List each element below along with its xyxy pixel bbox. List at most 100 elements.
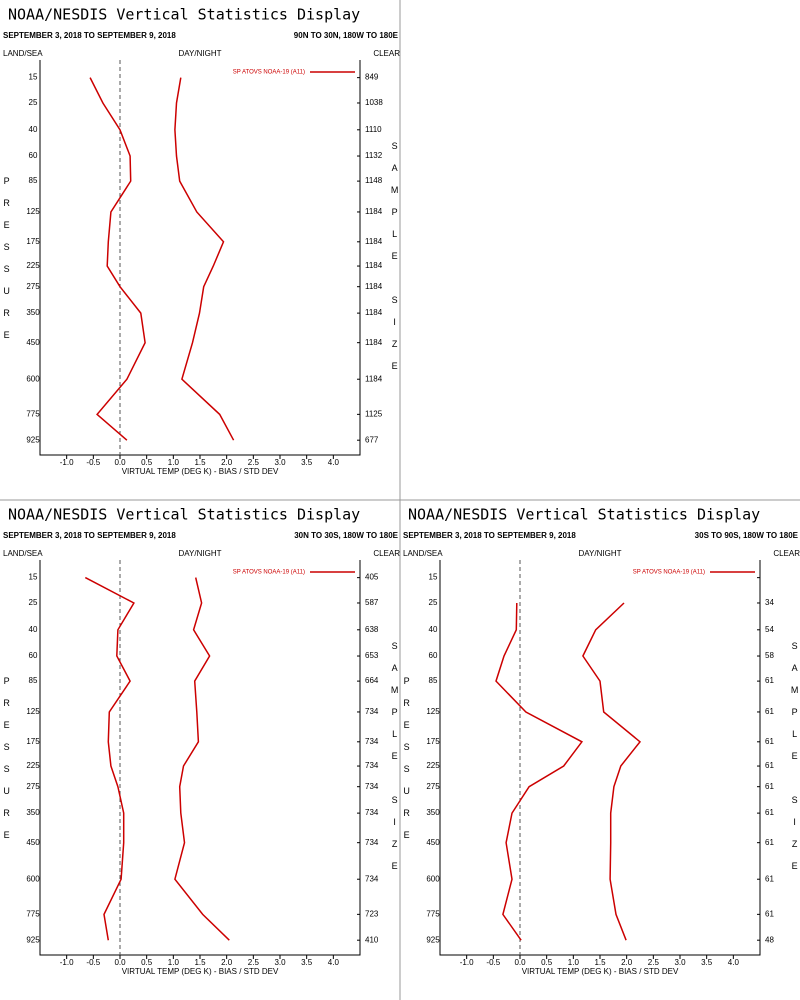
sample-size-label: 653 [365,651,379,660]
x-tick-label: 2.5 [248,958,260,967]
std-dev-line [174,77,235,441]
bias-line [89,77,146,441]
y-tick-label: 450 [26,838,40,847]
y-tick-label: 60 [429,651,438,660]
bias-line [495,602,584,941]
x-tick-label: -1.0 [60,958,74,967]
y-tick-label: 15 [29,573,38,582]
x-tick-label: 3.0 [674,958,686,967]
legend-label: SP ATOVS NOAA-19 (A11) [633,570,705,576]
y2-axis-label: SAMPLE SIZE [390,641,400,883]
y-tick-label: 775 [426,909,440,918]
x-tick-label: 4.0 [728,958,740,967]
sample-size-label: 1184 [365,374,383,383]
sample-size-label: 61 [765,761,774,770]
x-tick-label: 2.5 [248,458,260,467]
sample-size-label: 61 [765,707,774,716]
x-tick-label: 2.0 [221,458,233,467]
sample-size-label: 664 [365,676,379,685]
sample-size-label: 734 [365,874,379,883]
x-tick-label: 4.0 [328,458,340,467]
sample-size-label: 61 [765,838,774,847]
sample-size-label: 61 [765,808,774,817]
sample-size-label: 1184 [365,237,383,246]
y2-axis-label: SAMPLE SIZE [390,141,400,383]
sample-size-label: 677 [365,435,379,444]
sample-size-label: 1038 [365,98,383,107]
panel: NOAA/NESDIS Vertical Statistics Display S… [402,506,800,977]
y-tick-label: 775 [26,409,40,418]
y-tick-label: 40 [29,125,38,134]
sample-size-label: 734 [365,707,379,716]
y-tick-label: 60 [29,651,38,660]
sample-size-label: 734 [365,737,379,746]
std-dev-line [174,577,230,941]
y-tick-label: 60 [29,151,38,160]
x-tick-label: 2.0 [221,958,233,967]
y-axis-label: PRESSURE [2,176,12,352]
y-tick-label: 40 [429,625,438,634]
sample-size-label: 734 [365,838,379,847]
y-tick-label: 25 [29,98,38,107]
chart-title: NOAA/NESDIS Vertical Statistics Display [8,6,360,24]
x-axis-label: VIRTUAL TEMP (DEG K) - BIAS / STD DEV [122,967,279,976]
sample-size-label: 61 [765,909,774,918]
plot-frame [439,560,761,956]
y-tick-label: 350 [26,308,40,317]
x-tick-label: 1.5 [594,958,606,967]
x-axis-label: VIRTUAL TEMP (DEG K) - BIAS / STD DEV [122,467,279,476]
panel: NOAA/NESDIS Vertical Statistics Display S… [2,6,401,477]
sky-label: CLEAR [373,49,400,58]
x-tick-label: 3.5 [701,958,713,967]
y-tick-label: 225 [426,761,440,770]
panel: NOAA/NESDIS Vertical Statistics Display S… [2,506,401,977]
y-tick-label: 275 [26,282,40,291]
region: 90N TO 30N, 180W TO 180E [294,31,399,40]
sample-size-label: 1110 [365,125,382,134]
sample-size-label: 34 [765,598,774,607]
x-tick-label: 1.0 [568,958,580,967]
x-tick-label: 0.5 [541,958,553,967]
plot-frame [39,560,361,956]
y-tick-label: 600 [426,874,440,883]
x-tick-label: 0.0 [514,958,526,967]
sample-size-label: 734 [365,808,379,817]
y-tick-label: 225 [26,261,40,270]
y-tick-label: 275 [426,782,440,791]
sample-size-label: 405 [365,573,379,582]
sample-size-label: 638 [365,625,379,634]
y2-axis-label: SAMPLE SIZE [790,641,800,883]
sample-size-label: 54 [765,625,774,634]
bias-line [84,576,135,941]
sample-size-label: 723 [365,909,379,918]
sky-label: CLEAR [373,549,400,558]
region: 30N TO 30S, 180W TO 180E [294,531,398,540]
y-tick-label: 25 [29,598,38,607]
sample-size-label: 1184 [365,207,383,216]
surface-label: LAND/SEA [3,549,43,558]
x-tick-label: -0.5 [486,958,500,967]
sample-size-label: 1184 [365,338,383,347]
sample-size-label: 61 [765,737,774,746]
sample-size-label: 734 [365,782,379,791]
sample-size-label: 849 [365,73,379,82]
x-tick-label: 1.0 [168,458,180,467]
y-tick-label: 85 [29,676,38,685]
surface-label: LAND/SEA [403,549,443,558]
subtitle: SEPTEMBER 3, 2018 TO SEPTEMBER 9, 2018 [3,531,176,540]
y-tick-label: 350 [26,808,40,817]
sample-size-label: 734 [365,761,379,770]
y-tick-label: 600 [26,874,40,883]
chart-title: NOAA/NESDIS Vertical Statistics Display [408,506,760,524]
y-tick-label: 600 [26,374,40,383]
x-tick-label: 0.5 [141,458,153,467]
sample-size-label: 410 [365,935,379,944]
chart-title: NOAA/NESDIS Vertical Statistics Display [8,506,360,524]
sample-size-label: 61 [765,782,774,791]
y-tick-label: 125 [26,707,40,716]
x-tick-label: -0.5 [86,458,100,467]
x-tick-label: 1.5 [194,958,206,967]
x-axis-label: VIRTUAL TEMP (DEG K) - BIAS / STD DEV [522,967,679,976]
y-tick-label: 350 [426,808,440,817]
x-tick-label: 2.0 [621,958,633,967]
